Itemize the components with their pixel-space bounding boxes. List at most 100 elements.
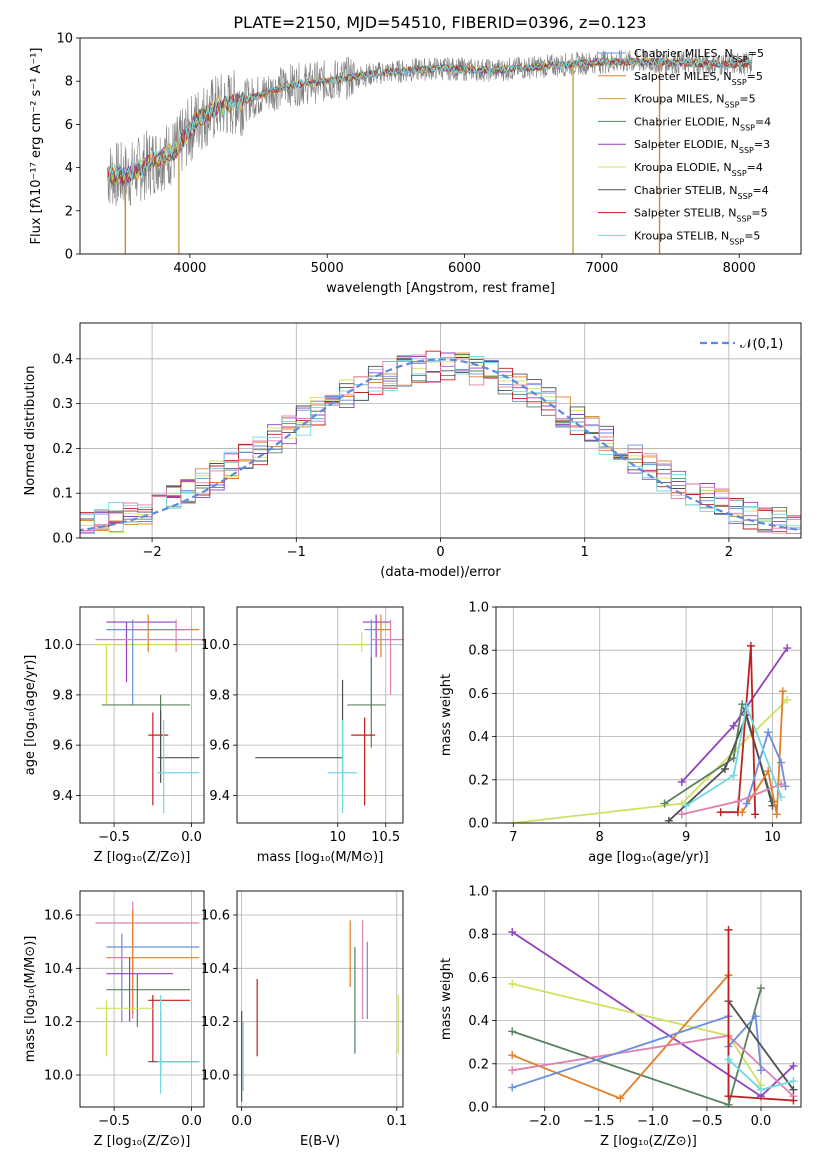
legend-label: Chabrier MILES, NSSP=5	[634, 47, 764, 64]
legend-label: Kroupa STELIB, NSSP=5	[634, 229, 760, 246]
weight-marker	[508, 1027, 517, 1036]
weight-marker	[724, 925, 733, 934]
axes-frame	[79, 890, 205, 1108]
plot-area-massweight-vs-age	[509, 641, 792, 823]
x-tick-label: 0.0	[751, 1114, 772, 1129]
chart-residuals: −2 −1 0 1 2 0.0 0.1 0.2 0.3 0.4 (data-model)/error…	[23, 322, 802, 580]
legend-label: Salpeter ELODIE, NSSP=3	[634, 138, 770, 155]
x-axis-label: mass [log₁₀(M/M⊙)]	[257, 850, 384, 865]
y-axis-label: Normed distribution	[23, 366, 38, 496]
weight-marker	[783, 695, 792, 704]
x-tick-label: −1	[287, 545, 306, 560]
model-spectrum-8	[107, 56, 753, 181]
x-tick-label: −2.0	[529, 1114, 561, 1129]
y-tick-label: 8	[65, 75, 73, 90]
y-tick-label: 0.4	[468, 730, 489, 745]
weight-marker	[764, 728, 773, 737]
x-tick-label: 8000	[723, 261, 756, 276]
weight-marker	[677, 799, 686, 808]
weight-marker	[508, 1083, 517, 1092]
x-tick-label: 0.0	[181, 1114, 202, 1129]
chart-age-vs-Z: −0.5 0.0 9.4 9.6 9.8 10.0 Z [log₁₀(Z/Z⊙)] age […	[23, 606, 205, 865]
weight-line-8	[685, 703, 782, 807]
weight-line-6	[727, 1000, 795, 1091]
weight-marker	[789, 1061, 798, 1070]
y-tick-label: 0	[65, 248, 73, 263]
weight-marker	[772, 810, 781, 819]
plot-area-age-vs-mass	[255, 614, 403, 813]
x-tick-label: 6000	[448, 261, 481, 276]
chart-age-vs-mass: 10 10.5 9.4 9.6 9.8 10.0 mass [log₁₀(M/M⊙)]	[201, 606, 404, 865]
y-tick-label: 0.2	[468, 1057, 489, 1072]
x-axis-label: Z [log₁₀(Z/Z⊙)]	[94, 1134, 191, 1149]
y-tick-label: 1.0	[468, 601, 489, 616]
plot-area-spectrum	[107, 50, 753, 254]
x-tick-label: 0.1	[386, 1114, 407, 1129]
weight-marker	[781, 782, 790, 791]
weight-line-5	[741, 691, 784, 815]
legend-label: Salpeter MILES, NSSP=5	[634, 70, 763, 87]
y-tick-label: 10.0	[201, 638, 230, 653]
y-tick-label: 10.6	[44, 909, 73, 924]
x-tick-label: −0.5	[691, 1114, 723, 1129]
x-axis-label: age [log₁₀(age/yr)]	[588, 850, 709, 865]
x-tick-label: −2	[143, 545, 162, 560]
y-tick-label: 10.6	[201, 909, 230, 924]
x-tick-label: 8	[596, 830, 604, 845]
weight-marker	[720, 765, 729, 773]
y-tick-label: 10.4	[201, 962, 230, 977]
x-axis-label: Z [log₁₀(Z/Z⊙)]	[600, 1134, 697, 1149]
y-tick-label: 2	[65, 204, 73, 219]
figure-title: PLATE=2150, MJD=54510, FIBERID=0396, z=0…	[233, 13, 646, 32]
weight-marker	[742, 799, 751, 808]
plot-area-age-vs-Z	[95, 614, 204, 813]
y-tick-label: 0.6	[468, 687, 489, 702]
weight-marker	[746, 641, 755, 650]
y-tick-label: 0.0	[52, 532, 73, 547]
y-tick-label: 10	[56, 32, 73, 47]
y-tick-label: 10.0	[201, 1069, 230, 1084]
axes-frame	[495, 890, 802, 1108]
model-spectrum-6	[107, 57, 753, 186]
y-tick-label: 0.8	[468, 644, 489, 659]
weight-marker	[777, 780, 786, 789]
y-tick-label: 0.4	[468, 1014, 489, 1029]
weight-marker	[742, 702, 751, 711]
y-tick-label: 10.2	[201, 1015, 230, 1030]
x-tick-label: 2	[725, 545, 733, 560]
y-tick-label: 1.0	[468, 885, 489, 900]
y-tick-label: 4	[65, 161, 73, 176]
y-axis-label: Flux [fλ10⁻¹⁷ erg cm⁻² s⁻¹ A⁻¹]	[29, 48, 44, 245]
legend-label: 𝒩(0,1)	[740, 337, 783, 352]
legend-label: Salpeter STELIB, NSSP=5	[634, 207, 768, 224]
y-tick-label: 9.6	[209, 739, 230, 754]
weight-marker	[778, 687, 787, 696]
x-tick-label: −0.5	[98, 830, 130, 845]
weight-marker	[508, 1051, 517, 1060]
axes-frame	[79, 37, 802, 255]
y-tick-label: 9.4	[52, 789, 73, 804]
axes-frame	[79, 606, 205, 824]
y-tick-label: 0.2	[52, 442, 73, 457]
y-tick-label: 9.8	[209, 688, 230, 703]
plot-area-residuals	[80, 350, 801, 534]
weight-line-0	[513, 699, 788, 823]
weight-marker	[777, 758, 786, 767]
x-tick-label: 0.0	[181, 830, 202, 845]
axes-frame	[79, 322, 802, 539]
weight-marker	[664, 816, 673, 823]
weight-marker	[616, 1094, 625, 1103]
weight-marker	[789, 1085, 798, 1094]
weight-marker	[716, 808, 725, 817]
x-tick-label: −0.5	[98, 1114, 130, 1129]
weight-marker	[729, 771, 738, 780]
y-tick-label: 0.8	[468, 928, 489, 943]
x-axis-label: wavelength [Angstrom, rest frame]	[326, 281, 555, 296]
x-tick-label: 4000	[173, 261, 206, 276]
y-tick-label: 0.0	[468, 1101, 489, 1116]
legend-label: Chabrier ELODIE, NSSP=4	[634, 115, 771, 131]
weight-marker	[508, 1066, 517, 1075]
x-tick-label: 5000	[311, 261, 344, 276]
weight-marker	[677, 810, 686, 819]
normal-curve	[80, 358, 801, 532]
